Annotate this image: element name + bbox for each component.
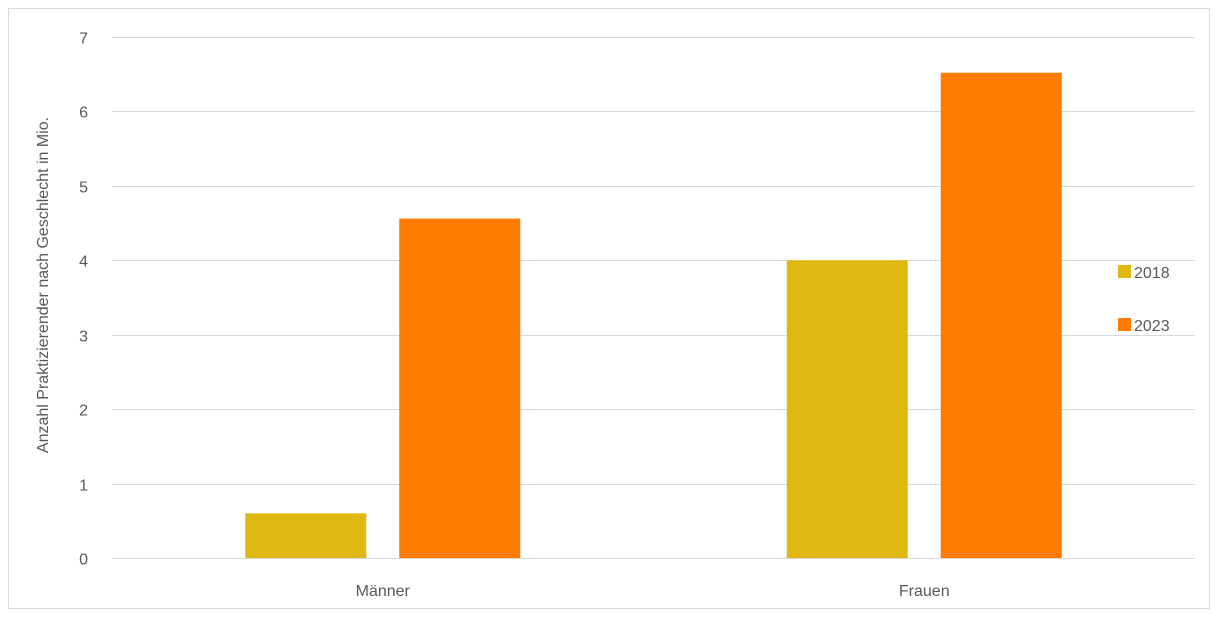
legend-swatch-2023: [1118, 318, 1131, 331]
bar-2023-männer: [399, 218, 521, 558]
x-category-label: Frauen: [899, 583, 950, 600]
y-tick-label: 4: [79, 254, 88, 271]
bar-2023-frauen: [940, 72, 1062, 559]
y-tick-label: 6: [79, 105, 88, 122]
bars: [245, 72, 1062, 559]
legend-label-2018: 2018: [1134, 265, 1170, 282]
y-tick-label: 1: [79, 478, 88, 495]
y-tick-label: 2: [79, 403, 88, 420]
bar-2018-frauen: [786, 260, 908, 558]
y-tick-label: 5: [79, 180, 88, 197]
bar-2018-männer: [245, 513, 367, 558]
y-axis-title: Anzahl Praktizierender nach Geschlecht i…: [35, 117, 52, 453]
y-tick-label: 3: [79, 329, 88, 346]
y-axis-tick-labels: 0 1 2 3 4 5 6 7: [79, 31, 88, 569]
legend-label-2023: 2023: [1134, 318, 1170, 335]
y-tick-label: 7: [79, 31, 88, 48]
x-category-label: Männer: [356, 583, 411, 600]
x-axis-category-labels: Männer Frauen: [356, 583, 950, 600]
y-tick-label: 0: [79, 552, 88, 569]
legend: 2018 2023: [1118, 265, 1170, 335]
legend-swatch-2018: [1118, 265, 1131, 278]
